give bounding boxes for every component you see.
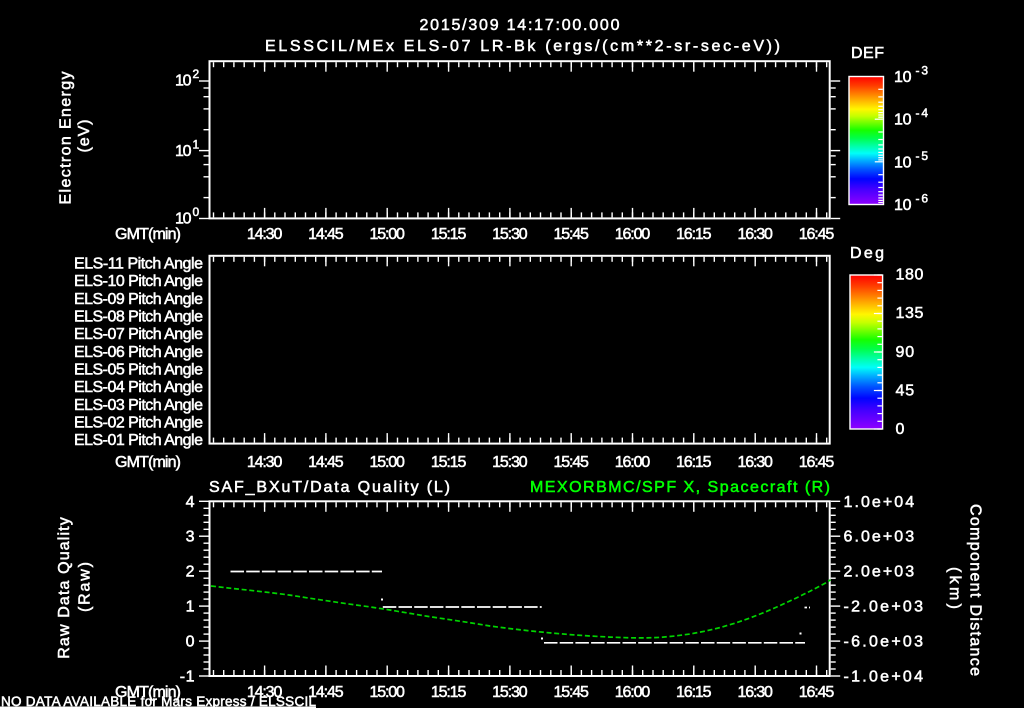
svg-text:SAF_BXuT/Data Quality (L): SAF_BXuT/Data Quality (L): [209, 479, 450, 496]
svg-text:15:00: 15:00: [369, 226, 405, 243]
svg-text:ELS-04 Pitch Angle: ELS-04 Pitch Angle: [74, 379, 203, 396]
svg-text:16:00: 16:00: [615, 454, 651, 471]
svg-text:ELS-07 Pitch Angle: ELS-07 Pitch Angle: [74, 326, 203, 343]
svg-text:15:00: 15:00: [369, 684, 405, 701]
svg-text:GMT(min): GMT(min): [115, 454, 181, 471]
svg-text:ELS-02 Pitch Angle: ELS-02 Pitch Angle: [74, 414, 203, 431]
svg-text:16:45: 16:45: [799, 454, 835, 471]
svg-text:10: 10: [175, 143, 192, 160]
svg-text:ELS-05 Pitch Angle: ELS-05 Pitch Angle: [74, 362, 203, 379]
svg-text:-1.0e+04: -1.0e+04: [844, 669, 924, 686]
svg-text:10: 10: [894, 69, 912, 86]
svg-text:16:15: 16:15: [676, 454, 712, 471]
svg-text:Electron Energy: Electron Energy: [58, 72, 75, 205]
svg-text:(eV): (eV): [76, 120, 93, 153]
svg-text:ELS-06 Pitch Angle: ELS-06 Pitch Angle: [74, 344, 203, 361]
svg-text:15:45: 15:45: [553, 454, 589, 471]
svg-text:-5: -5: [916, 149, 929, 163]
svg-text:90: 90: [896, 344, 915, 361]
svg-text:16:30: 16:30: [737, 684, 773, 701]
svg-text:0: 0: [896, 421, 905, 438]
svg-text:15:45: 15:45: [553, 226, 589, 243]
svg-text:ELS-03 Pitch Angle: ELS-03 Pitch Angle: [74, 397, 203, 414]
svg-text:2.0e+03: 2.0e+03: [844, 564, 915, 581]
svg-text:Raw Data Quality: Raw Data Quality: [56, 517, 73, 659]
svg-text:1: 1: [186, 599, 195, 616]
svg-text:45: 45: [896, 382, 915, 399]
svg-text:10: 10: [175, 210, 192, 227]
svg-text:6.0e+03: 6.0e+03: [844, 529, 915, 546]
svg-text:16:30: 16:30: [737, 226, 773, 243]
svg-text:(Raw): (Raw): [77, 562, 94, 612]
svg-text:14:45: 14:45: [308, 226, 344, 243]
svg-text:10: 10: [175, 72, 192, 89]
svg-text:-6: -6: [916, 192, 929, 206]
svg-text:10: 10: [894, 154, 912, 171]
svg-text:16:45: 16:45: [799, 684, 835, 701]
svg-text:15:30: 15:30: [492, 684, 528, 701]
svg-text:ELSSCIL/MEx ELS-07 LR-Bk (erg: ELSSCIL/MEx ELS-07 LR-Bk (ergs/(cm**2-sr…: [265, 38, 780, 55]
svg-text:-6.0e+03: -6.0e+03: [844, 634, 924, 651]
svg-text:ELS-08 Pitch Angle: ELS-08 Pitch Angle: [74, 309, 203, 326]
svg-text:15:00: 15:00: [369, 454, 405, 471]
svg-text:ELS-10 Pitch Angle: ELS-10 Pitch Angle: [74, 273, 203, 290]
svg-text:ELS-11 Pitch Angle: ELS-11 Pitch Angle: [74, 256, 203, 273]
svg-text:15:30: 15:30: [492, 454, 528, 471]
svg-text:10: 10: [894, 112, 912, 129]
svg-text:DEF: DEF: [851, 45, 884, 62]
svg-text:16:00: 16:00: [615, 226, 651, 243]
svg-text:Component Distance: Component Distance: [967, 504, 984, 676]
svg-text:NO DATA AVAILABLE for Mars Exp: NO DATA AVAILABLE for Mars Express / ELS…: [1, 694, 316, 708]
svg-text:14:30: 14:30: [247, 226, 283, 243]
svg-text:0: 0: [186, 634, 195, 651]
svg-text:180: 180: [896, 267, 924, 284]
svg-text:1: 1: [193, 138, 200, 152]
svg-text:16:45: 16:45: [799, 226, 835, 243]
svg-text:-3: -3: [916, 64, 929, 78]
svg-text:-2.0e+03: -2.0e+03: [844, 599, 924, 616]
svg-text:10: 10: [894, 197, 912, 214]
svg-text:1.0e+04: 1.0e+04: [844, 494, 915, 511]
svg-text:15:30: 15:30: [492, 226, 528, 243]
svg-text:16:30: 16:30: [737, 454, 773, 471]
svg-text:-4: -4: [916, 106, 929, 120]
svg-text:14:30: 14:30: [247, 454, 283, 471]
svg-text:14:45: 14:45: [308, 684, 344, 701]
svg-text:2: 2: [193, 67, 200, 81]
svg-text:15:15: 15:15: [431, 454, 467, 471]
svg-text:3: 3: [186, 529, 195, 546]
svg-text:135: 135: [896, 305, 924, 322]
svg-text:4: 4: [186, 494, 195, 511]
svg-text:15:15: 15:15: [431, 684, 467, 701]
svg-text:15:45: 15:45: [553, 684, 589, 701]
svg-text:15:15: 15:15: [431, 226, 467, 243]
svg-text:ELS-01 Pitch Angle: ELS-01 Pitch Angle: [74, 432, 203, 449]
svg-text:0: 0: [193, 205, 200, 219]
svg-text:ELS-09 Pitch Angle: ELS-09 Pitch Angle: [74, 291, 203, 308]
svg-text:Deg: Deg: [850, 245, 884, 262]
svg-text:2: 2: [186, 564, 195, 581]
svg-text:14:30: 14:30: [247, 684, 283, 701]
svg-text:-1: -1: [180, 669, 195, 686]
svg-text:16:15: 16:15: [676, 684, 712, 701]
svg-text:16:15: 16:15: [676, 226, 712, 243]
svg-text:MEXORBMC/SPF X, Spacecraft (R): MEXORBMC/SPF X, Spacecraft (R): [530, 479, 830, 496]
svg-text:GMT(min): GMT(min): [115, 684, 181, 701]
svg-text:(km): (km): [946, 567, 963, 609]
svg-text:GMT(min): GMT(min): [115, 226, 181, 243]
svg-text:14:45: 14:45: [308, 454, 344, 471]
svg-text:2015/309 14:17:00.000: 2015/309 14:17:00.000: [420, 17, 620, 34]
svg-text:16:00: 16:00: [615, 684, 651, 701]
